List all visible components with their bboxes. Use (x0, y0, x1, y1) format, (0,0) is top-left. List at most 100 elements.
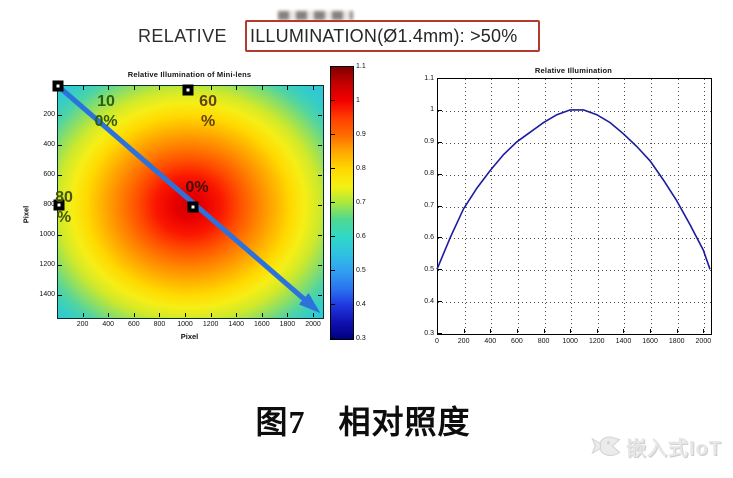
x-tick-mark (650, 329, 652, 333)
cropped-text-fragment (278, 11, 353, 20)
x-tick-label: 0 (435, 338, 439, 345)
x-tick-label: 1600 (254, 321, 270, 328)
x-tick-mark (313, 86, 315, 90)
x-tick-mark (543, 329, 545, 333)
x-tick-mark (287, 313, 289, 317)
colorbar-tick-label: 0.5 (356, 266, 366, 274)
colorbar-tick-label: 1.1 (356, 62, 366, 70)
y-tick-mark (58, 144, 62, 146)
y-tick-label: 200 (43, 111, 55, 119)
y-tick-label: 0.6 (424, 233, 434, 241)
x-tick-mark (210, 313, 212, 317)
line-plot-area (437, 78, 712, 335)
y-tick-mark (318, 114, 322, 116)
y-tick-mark (438, 109, 442, 111)
y-tick-mark (318, 294, 322, 296)
y-tick-label: 1.1 (424, 74, 434, 82)
colorbar-tick-mark (331, 270, 335, 271)
x-tick-label: 800 (537, 338, 550, 345)
x-tick-mark (185, 313, 187, 317)
sample-point-marker (182, 84, 194, 96)
y-tick-mark (438, 78, 442, 79)
x-tick-label: 2000 (695, 338, 712, 345)
x-tick-mark (82, 86, 84, 90)
x-tick-label: 400 (484, 338, 497, 345)
y-tick-label: 1000 (39, 231, 55, 239)
x-tick-mark (210, 86, 212, 90)
figure-caption: 图7 相对照度 (255, 404, 471, 440)
illumination-annotation: 60 % (199, 93, 217, 131)
x-tick-label: 800 (153, 321, 166, 328)
colorbar-tick-mark (331, 304, 335, 305)
x-tick-mark (313, 313, 315, 317)
y-tick-mark (318, 204, 322, 206)
x-tick-mark (261, 313, 263, 317)
y-tick-label: 400 (43, 141, 55, 149)
y-tick-label: 1400 (39, 291, 55, 299)
colorbar-tick-mark (331, 338, 335, 339)
x-tick-mark (437, 329, 438, 333)
y-tick-mark (58, 264, 62, 266)
y-tick-mark (438, 173, 442, 175)
illumination-annotation: 80 % (55, 188, 73, 226)
x-tick-mark (159, 86, 161, 90)
x-tick-label: 200 (457, 338, 470, 345)
x-tick-mark (236, 86, 238, 90)
x-tick-label: 600 (127, 321, 140, 328)
colorbar-tick-mark (331, 134, 335, 135)
x-tick-mark (516, 329, 518, 333)
sample-point-marker (53, 199, 65, 211)
colorbar-tick-label: 0.7 (356, 198, 366, 206)
line-chart-figure: Relative Illumination 0 200 400 600 800 1000 1… (424, 58, 725, 350)
x-tick-mark (108, 313, 110, 317)
y-tick-label: 1 (430, 106, 434, 114)
watermark-text: 嵌入式IoT (626, 437, 722, 460)
x-tick-label: 1000 (177, 321, 193, 328)
y-tick-label: 1200 (39, 261, 55, 269)
gridline-horizontal (438, 110, 711, 112)
x-tick-label: 1600 (642, 338, 658, 345)
x-tick-mark (703, 329, 705, 333)
y-tick-mark (318, 264, 322, 266)
x-tick-label: 2000 (305, 321, 321, 328)
x-tick-mark (108, 86, 110, 90)
colorbar-tick-label: 0.8 (356, 164, 366, 172)
x-tick-label: 1000 (562, 338, 578, 345)
x-tick-mark (133, 313, 135, 317)
header-prefix: RELATIVE (138, 26, 227, 46)
sample-point-marker (52, 80, 64, 92)
x-tick-label: 400 (102, 321, 115, 328)
gridline-horizontal (438, 270, 711, 272)
y-tick-mark (318, 174, 322, 176)
y-tick-mark (58, 114, 62, 116)
heatmap-xlabel: Pixel (180, 332, 199, 341)
x-tick-mark (623, 329, 625, 333)
gridline-horizontal (438, 174, 711, 176)
x-tick-mark (287, 86, 289, 90)
y-tick-label: 600 (43, 171, 55, 179)
x-tick-label: 1400 (228, 321, 244, 328)
gridline-horizontal (438, 206, 711, 208)
header-highlight-box: ILLUMINATION(Ø1.4mm): >50% (245, 20, 540, 52)
y-tick-mark (438, 333, 442, 334)
heatmap-ylabel: Pixel (21, 205, 31, 224)
x-tick-label: 1800 (668, 338, 685, 345)
y-tick-mark (58, 174, 62, 176)
y-tick-label: 800 (43, 201, 55, 209)
colorbar-tick-mark (331, 100, 335, 101)
heatmap-title: Relative Illumination of Mini-lens (127, 70, 252, 79)
colorbar-tick-mark (331, 168, 335, 169)
x-tick-label: 1200 (589, 338, 605, 345)
y-tick-mark (438, 205, 442, 207)
x-tick-mark (570, 329, 572, 333)
header-boxed-text: ILLUMINATION(Ø1.4mm): >50% (250, 25, 518, 46)
x-tick-label: 200 (76, 321, 89, 328)
colorbar (330, 66, 354, 340)
x-tick-mark (82, 313, 84, 317)
x-tick-label: 1800 (279, 321, 296, 328)
gridline-horizontal (438, 142, 711, 144)
x-tick-mark (236, 313, 238, 317)
x-tick-mark (463, 329, 465, 333)
fish-logo-icon (591, 436, 621, 457)
x-tick-label: 1200 (202, 321, 219, 328)
